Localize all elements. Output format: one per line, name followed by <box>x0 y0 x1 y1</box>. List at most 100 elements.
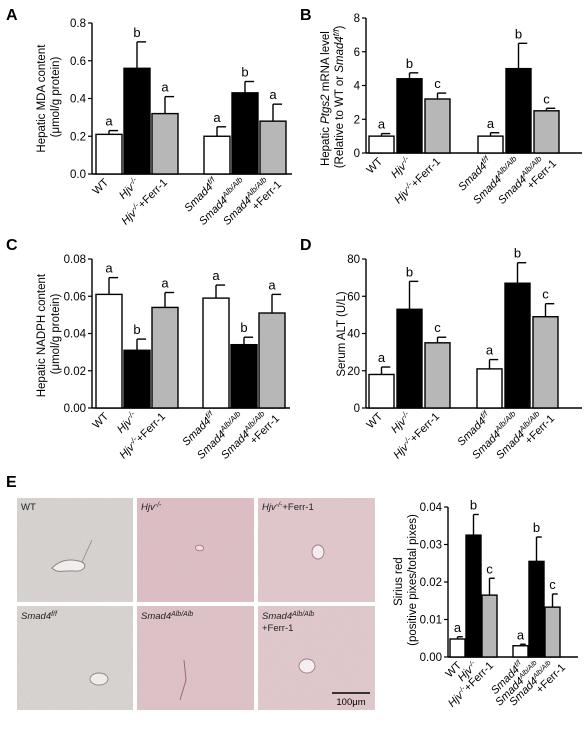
significance-label: a <box>378 117 386 132</box>
bar <box>477 135 504 154</box>
y-tick-label: 0.04 <box>64 329 87 341</box>
significance-label: a <box>454 620 462 635</box>
panel-letter-c: C <box>6 237 18 254</box>
significance-label: a <box>212 268 220 283</box>
micrograph-label-smad4-ff: Smad4f/f <box>21 611 58 622</box>
category-labels-c: WT Hjv-/- Hjv-/-+Ferr-1 Smad4f/f Smad4Al… <box>91 409 283 462</box>
y-tick-label: 0 <box>354 403 360 415</box>
y-tick-label: 0.02 <box>64 366 86 378</box>
y-axis-title-b-line2: (Relative to WT or Smad4f/f) <box>332 26 346 169</box>
bar <box>230 343 258 409</box>
bar <box>481 594 498 658</box>
significance-label: a <box>161 80 169 95</box>
significance-label: b <box>470 498 477 513</box>
category-label-wt: WT <box>91 176 112 197</box>
category-labels-a: WT Hjv-/- Hjv-/-+Ferr-1 Smad4f/f Smad4Al… <box>91 175 285 228</box>
y-axis-title-b: Hepatic Ptgs2 mRNA level (Relative to WT… <box>320 26 346 169</box>
y-tick-label: 0.08 <box>64 254 86 266</box>
significance-label: a <box>487 116 495 131</box>
bar <box>368 373 395 409</box>
bar <box>259 120 287 175</box>
bar <box>151 112 179 175</box>
y-tick-label: 0.04 <box>420 502 443 514</box>
y-tick-label: 0.00 <box>420 652 442 664</box>
significance-label: a <box>517 627 525 642</box>
category-labels-e: WT Hjv-/- Hjv-/-+Ferr-1 Smad4f/f Smad4Al… <box>444 659 569 710</box>
micrograph-label-smad4-alb: Smad4Alb/Alb <box>141 611 193 622</box>
significance-label: c <box>543 91 550 106</box>
bar <box>512 645 529 658</box>
scale-bar-label: 100μm <box>336 697 365 708</box>
micrograph-grid: WT Hjv-/- Hjv-/-+Ferr-1 Smad4f/f Smad4Al… <box>17 498 375 710</box>
significance-label: a <box>105 114 113 129</box>
y-tick-label: 4 <box>354 81 361 93</box>
bar <box>449 638 466 658</box>
y-tick-label: 0.00 <box>64 403 86 415</box>
category-label-wt: WT <box>365 410 386 431</box>
y-tick-label: 40 <box>347 329 360 341</box>
micrograph-label-wt: WT <box>21 502 36 513</box>
micrograph-hjv-ko-ferr: Hjv-/-+Ferr-1 <box>258 498 375 602</box>
panel-letter-b: B <box>300 7 312 24</box>
category-labels-b: WT Hjv-/- Hjv-/-+Ferr-1 Smad4f/f Smad4Al… <box>365 154 560 207</box>
y-tick-label: 0.6 <box>70 56 86 68</box>
significance-label: a <box>378 350 386 365</box>
bar <box>231 92 259 175</box>
chart-ptgs2: 0 2 4 6 8 a b c a b c <box>354 13 582 160</box>
bar <box>258 312 286 409</box>
micrograph-hjv-ko: Hjv-/- <box>137 498 254 602</box>
significance-label: b <box>133 25 140 40</box>
category-label-ferr: +Ferr-1 <box>534 662 568 696</box>
category-label-wt: WT <box>365 155 386 176</box>
significance-label: b <box>514 246 521 261</box>
y-tick-label: 0 <box>354 148 360 160</box>
bar <box>533 110 560 154</box>
significance-label: c <box>434 76 441 91</box>
significance-label: b <box>406 264 413 279</box>
y-tick-label: 0.03 <box>420 540 442 552</box>
micrograph-label-ferr: +Ferr-1 <box>262 623 293 634</box>
y-axis-title-a: Hepatic MDA content (μmol/g protein) <box>36 41 62 152</box>
category-labels-d: WT Hjv-/- Hjv-/-+Ferr-1 Smad4f/f Smad4Al… <box>365 409 558 462</box>
y-tick-label: 0.02 <box>420 577 442 589</box>
micrograph-label-smad4-alb-ferr: Smad4Alb/Alb <box>262 611 314 622</box>
y-tick-label: 8 <box>354 13 360 25</box>
significance-label: a <box>486 343 494 358</box>
bar <box>203 135 231 175</box>
bar <box>532 316 559 409</box>
y-axis-title-c: Hepatic NADPH content (μmol/g protein) <box>36 271 62 398</box>
panel-letter-e: E <box>6 474 17 491</box>
y-tick-label: 20 <box>347 366 360 378</box>
y-tick-label: 6 <box>354 47 360 59</box>
significance-label: a <box>105 261 113 276</box>
bar <box>465 534 482 658</box>
significance-label: a <box>161 276 169 291</box>
category-label-wt: WT <box>91 410 112 431</box>
significance-label: b <box>533 520 540 535</box>
y-tick-label: 0.06 <box>64 291 86 303</box>
panel-letter-d: D <box>300 237 312 254</box>
micrograph-smad4-alb-ferr: Smad4Alb/Alb +Ferr-1 100μm <box>258 606 375 710</box>
significance-label: c <box>549 577 556 592</box>
chart-alt: 0 20 40 60 80 a b c a b c <box>347 246 582 415</box>
significance-label: b <box>133 322 140 337</box>
significance-label: a <box>269 87 277 102</box>
y-tick-label: 0.8 <box>70 18 86 30</box>
bar <box>151 306 179 409</box>
bar <box>476 368 503 409</box>
y-tick-label: 0.2 <box>70 131 86 143</box>
significance-label: b <box>241 65 248 80</box>
category-label-hjv-ko: Hjv-/- <box>116 175 143 202</box>
significance-label: c <box>542 287 549 302</box>
micrograph-wt: WT <box>17 498 133 602</box>
bar <box>95 133 123 175</box>
y-tick-label: 0.0 <box>70 169 86 181</box>
category-label-hjv-ko: Hjv-/- <box>388 154 415 181</box>
y-axis-title-e: Sirius red (positive pixes/total pixes) <box>393 514 419 646</box>
significance-label: c <box>434 320 441 335</box>
bar <box>123 349 151 409</box>
panel-letter-a: A <box>6 7 18 24</box>
significance-label: b <box>515 26 522 41</box>
y-tick-label: 80 <box>347 254 360 266</box>
